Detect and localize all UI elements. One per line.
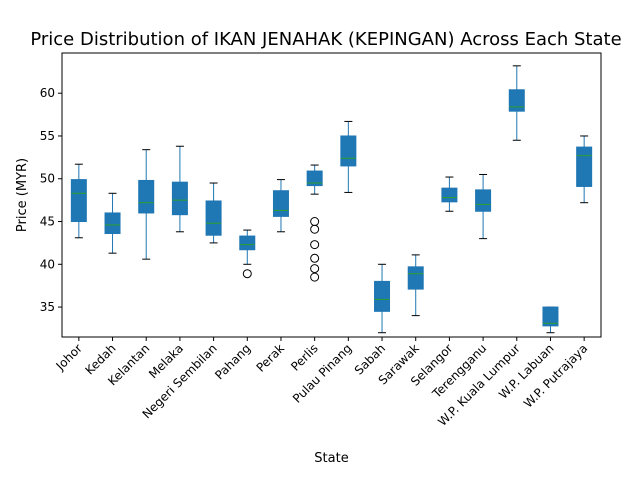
y-tick-label: 60 (40, 86, 55, 100)
outlier-point (310, 264, 320, 274)
y-tick-label: 45 (40, 215, 55, 229)
box-pahang (239, 229, 256, 279)
box-kelantan (138, 149, 155, 260)
y-tick-label: 50 (40, 172, 55, 186)
iqr-box (475, 189, 492, 212)
iqr-box (205, 200, 222, 236)
iqr-box (239, 235, 256, 251)
plot-area-frame (61, 52, 602, 338)
chart-title: Price Distribution of IKAN JENAHAK (KEPI… (30, 29, 621, 50)
y-axis-label: Price (MYR) (15, 158, 30, 232)
iqr-box (441, 187, 458, 203)
y-tick-label: 35 (40, 300, 55, 314)
outlier-point (310, 240, 320, 250)
y-tick-label: 55 (40, 129, 55, 143)
iqr-box (374, 280, 391, 312)
outlier-point (310, 224, 320, 234)
iqr-box (340, 135, 357, 167)
box-sabah (374, 263, 391, 334)
iqr-box (508, 89, 525, 112)
box-melaka (171, 145, 188, 233)
box-w-p-kuala-lumpur (508, 65, 525, 141)
iqr-box (407, 266, 424, 290)
box-terengganu (475, 173, 492, 240)
y-axis: 35 40 45 50 55 60 (40, 86, 62, 314)
outlier-point (242, 269, 252, 279)
box-pulau-pinang (340, 120, 357, 193)
iqr-box (138, 179, 155, 214)
box-kedah (104, 192, 121, 254)
box-w-p-putrajaya (576, 135, 593, 204)
box-negeri-sembilan (205, 182, 222, 244)
iqr-box (542, 306, 559, 327)
box-selangor (441, 176, 458, 212)
outlier-point (310, 253, 320, 263)
outlier-point (310, 272, 320, 282)
box-perak (272, 179, 289, 233)
box-perlis (306, 164, 323, 282)
box-w-p-labuan (542, 306, 559, 334)
box-johor (70, 163, 87, 239)
iqr-box (70, 179, 87, 223)
iqr-box (272, 190, 289, 217)
x-axis-label: State (314, 451, 348, 466)
iqr-box (104, 212, 121, 234)
iqr-box (171, 181, 188, 216)
iqr-box (306, 170, 323, 187)
iqr-box (576, 146, 593, 187)
box-sarawak (407, 254, 424, 317)
box-series (70, 65, 593, 334)
y-tick-label: 40 (40, 257, 55, 271)
